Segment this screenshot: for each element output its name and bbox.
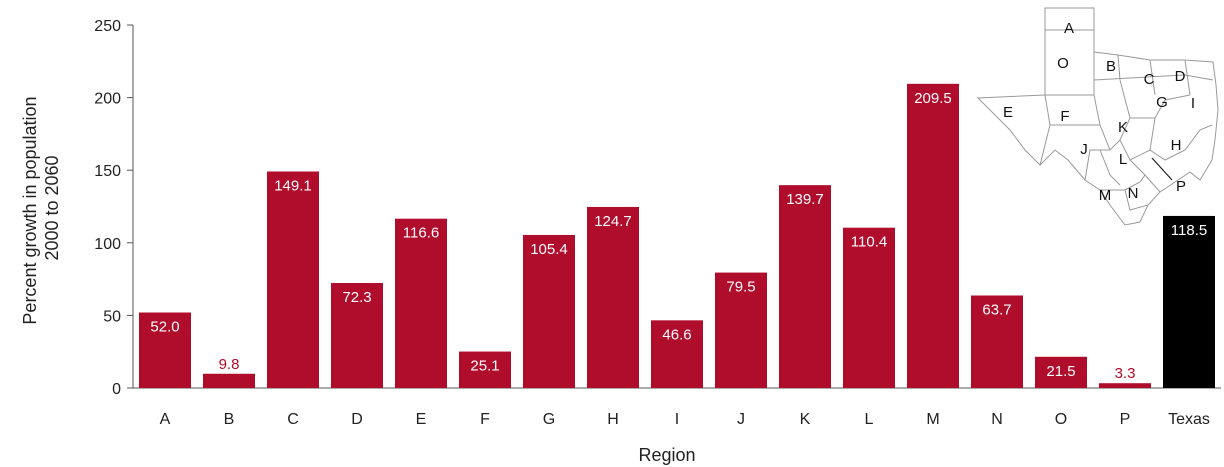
bar-a	[139, 312, 191, 388]
x-tick-label-h: H	[607, 411, 619, 428]
map-letter-j: J	[1080, 141, 1088, 158]
bar-c	[267, 171, 319, 388]
bar-h	[587, 206, 639, 388]
texas-regions-map: A O B C D E F G I K H J L P M N	[976, 7, 1219, 226]
data-label-c: 149.1	[274, 178, 312, 195]
bar-texas	[1163, 215, 1215, 388]
x-axis-title: Region	[638, 445, 695, 465]
x-tick-label-i: I	[675, 411, 679, 428]
x-tick-label-p: P	[1120, 411, 1131, 428]
y-tick-label: 250	[94, 18, 121, 35]
map-letter-l: L	[1119, 151, 1127, 168]
x-tick-label-a: A	[160, 411, 171, 428]
x-tick-label-texas: Texas	[1168, 411, 1210, 428]
bar-series: 52.0 9.8 149.1 72.3 116.6 25.1 105.4 124.7 46.6 7…	[139, 83, 1215, 388]
bar-e	[395, 218, 447, 388]
data-label-o: 21.5	[1046, 363, 1075, 380]
data-label-f: 25.1	[470, 358, 499, 375]
bar-n	[971, 295, 1023, 388]
x-tick-label-f: F	[480, 411, 490, 428]
data-label-a: 52.0	[150, 318, 179, 335]
data-label-texas: 118.5	[1171, 222, 1207, 239]
y-axis-title-line-2: 2000 to 2060	[42, 155, 62, 260]
data-label-p: 3.3	[1115, 365, 1136, 382]
bar-m	[907, 83, 959, 388]
x-tick-label-l: L	[865, 411, 874, 428]
map-letter-i: I	[1191, 95, 1195, 112]
map-letter-o: O	[1057, 55, 1069, 72]
map-letter-d: D	[1175, 68, 1186, 85]
map-letter-c: C	[1144, 71, 1155, 88]
map-letter-g: G	[1156, 94, 1168, 111]
x-tick-label-g: G	[543, 411, 555, 428]
map-letter-p: P	[1176, 178, 1186, 195]
map-letter-k: K	[1118, 119, 1128, 136]
y-tick-labels: 0 50 100 150 200 250	[94, 18, 121, 398]
x-tick-label-e: E	[416, 411, 427, 428]
data-label-j: 79.5	[726, 279, 755, 296]
y-tick-label: 50	[103, 308, 121, 325]
bar-l	[843, 227, 895, 388]
x-tick-labels: A B C D E F G H I J K L M N O P Texas	[160, 411, 1210, 428]
y-tick-label: 0	[112, 381, 121, 398]
region-p-leader-line	[1151, 157, 1173, 181]
y-tick-label: 200	[94, 91, 121, 108]
bar-j	[715, 272, 767, 388]
map-letter-b: B	[1106, 58, 1116, 75]
bar-g	[523, 234, 575, 388]
y-tick-label: 100	[94, 236, 121, 253]
data-label-m: 209.5	[914, 90, 952, 107]
bar-p	[1099, 383, 1151, 388]
y-axis-title-line-1: Percent growth in population	[20, 96, 40, 324]
map-letter-f: F	[1060, 108, 1069, 125]
data-label-i: 46.6	[662, 326, 691, 343]
map-letter-a: A	[1064, 20, 1074, 37]
y-axis-title: Percent growth in population 2000 to 206…	[20, 91, 62, 324]
y-tick-label: 150	[94, 163, 121, 180]
bar-b	[203, 373, 255, 388]
region-boundaries	[1039, 29, 1214, 211]
x-tick-label-b: B	[224, 411, 235, 428]
x-tick-label-m: M	[926, 411, 939, 428]
bar-i	[651, 320, 703, 388]
data-label-g: 105.4	[530, 241, 568, 258]
data-label-n: 63.7	[982, 302, 1011, 319]
bar-f	[459, 351, 511, 388]
x-tick-label-o: O	[1055, 411, 1067, 428]
data-label-l: 110.4	[851, 234, 887, 251]
map-letter-n: N	[1128, 185, 1139, 202]
map-letter-h: H	[1171, 137, 1182, 154]
data-label-k: 139.7	[786, 191, 824, 208]
bar-k	[779, 185, 831, 388]
x-tick-label-k: K	[800, 411, 811, 428]
x-tick-label-n: N	[991, 411, 1003, 428]
data-label-h: 124.7	[594, 213, 632, 230]
x-tick-label-d: D	[351, 411, 363, 428]
x-tick-label-j: J	[737, 411, 745, 428]
data-label-b: 9.8	[219, 356, 240, 373]
data-label-e: 116.6	[403, 225, 439, 242]
bar-o	[1035, 356, 1087, 388]
map-letter-e: E	[1003, 104, 1013, 121]
map-letter-m: M	[1099, 187, 1112, 204]
bar-d	[331, 283, 383, 388]
data-label-d: 72.3	[342, 289, 371, 306]
x-tick-label-c: C	[287, 411, 299, 428]
